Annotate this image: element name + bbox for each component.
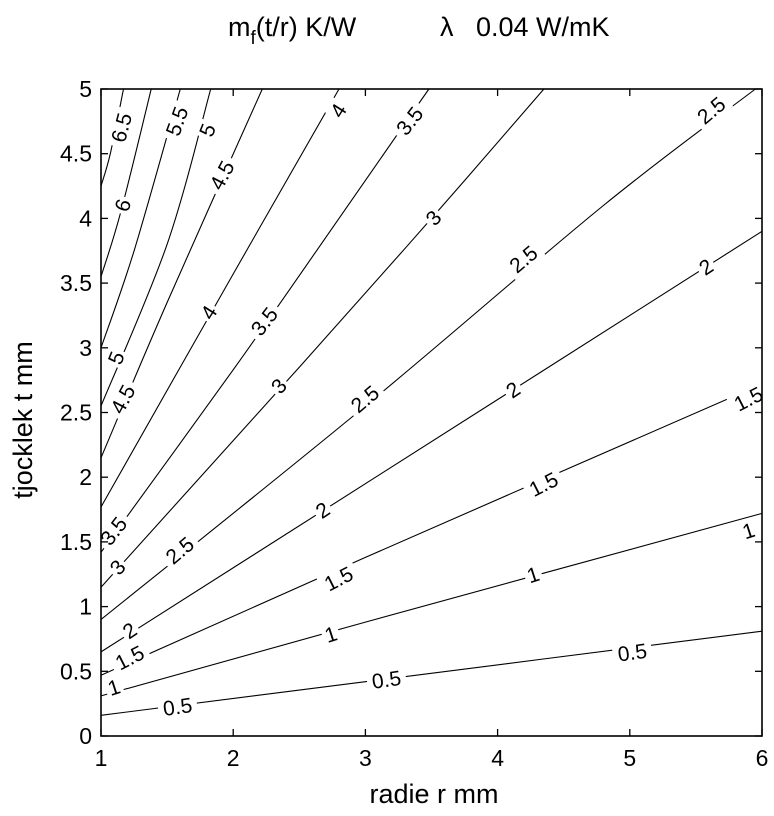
y-tick-label: 4.5 bbox=[60, 141, 92, 167]
y-tick-label: 0.5 bbox=[60, 658, 92, 684]
contour-label-background bbox=[725, 380, 771, 418]
contour-label-background bbox=[193, 118, 221, 143]
contour-label: 0.5 bbox=[616, 640, 648, 667]
contour-label-background bbox=[611, 638, 654, 666]
contour-line bbox=[100, 88, 756, 620]
contour-line-group: 6 bbox=[100, 88, 152, 277]
contour-label-background bbox=[521, 561, 545, 588]
contour-label-background bbox=[159, 98, 194, 144]
contour-label-background bbox=[737, 517, 760, 544]
contour-label: 6.5 bbox=[107, 111, 137, 145]
y-tick-label: 1.5 bbox=[60, 529, 92, 555]
contour-line bbox=[100, 88, 545, 588]
title-subscript: f bbox=[251, 28, 257, 49]
x-tick-label: 6 bbox=[756, 745, 769, 771]
contour-label-background bbox=[194, 299, 223, 326]
contour-line-group: 44 bbox=[100, 88, 352, 508]
contour-line bbox=[100, 383, 763, 676]
contour-label-background bbox=[521, 465, 566, 503]
plot-frame bbox=[100, 88, 763, 737]
contour-line-group: 1.51.51.51.5 bbox=[100, 380, 771, 677]
contour-line bbox=[100, 230, 763, 653]
contour-label-background bbox=[105, 105, 137, 150]
contour-layer: 0.5 0.5 0.511111.51.51.51.522222.52.52.52.… bbox=[92, 88, 771, 721]
y-tick-label: 1 bbox=[79, 594, 92, 620]
contour-line-group: 0.5 0.5 0.5 bbox=[100, 630, 763, 721]
contour-label-background bbox=[319, 621, 343, 648]
tick-layer: 1 2 3 4 5 600.511.522.533.544.55 bbox=[60, 76, 768, 771]
contour-label-background bbox=[264, 372, 293, 400]
contour-label-background bbox=[499, 375, 527, 404]
contour-line-group: 3.53.53.5 bbox=[92, 88, 431, 554]
contour-label-background bbox=[107, 638, 153, 677]
x-tick-label: 4 bbox=[491, 745, 504, 771]
contour-label-background bbox=[103, 553, 132, 581]
y-tick-label: 3.5 bbox=[60, 270, 92, 296]
y-tick-label: 2.5 bbox=[60, 400, 92, 426]
contour-line-group: 2.52.52.52.5 bbox=[100, 88, 756, 620]
contour-label-background bbox=[243, 299, 285, 344]
title-base: m bbox=[228, 12, 251, 42]
contour-label-background bbox=[689, 89, 734, 132]
contour-label-background bbox=[342, 377, 387, 420]
contour-label-background bbox=[102, 345, 130, 370]
y-tick-label: 2 bbox=[79, 464, 92, 490]
contour-label-background bbox=[109, 193, 136, 217]
chart-title: mf(t/r) K/W bbox=[228, 12, 357, 49]
contour-label-background bbox=[116, 616, 143, 645]
x-tick-label: 2 bbox=[227, 745, 240, 771]
y-tick-label: 5 bbox=[79, 76, 92, 102]
contour-label-background bbox=[316, 559, 361, 598]
contour-label-background bbox=[501, 238, 546, 280]
x-tick-label: 3 bbox=[359, 745, 372, 771]
contour-label-background bbox=[103, 376, 142, 422]
contour-label-background bbox=[309, 496, 336, 524]
contour-label-background bbox=[157, 529, 202, 572]
title-lambda-value: 0.04 W/mK bbox=[476, 12, 610, 42]
contour-line bbox=[100, 88, 125, 187]
contour-label-background bbox=[692, 252, 720, 281]
x-tick-label: 5 bbox=[623, 745, 636, 771]
title-lambda-symbol: λ bbox=[440, 12, 454, 42]
contour-label-background bbox=[419, 204, 448, 232]
contour-label-background bbox=[388, 98, 431, 143]
contour-line bbox=[100, 512, 763, 697]
contour-line-group: 4.54.5 bbox=[100, 88, 263, 459]
y-tick-label: 0 bbox=[79, 723, 92, 749]
contour-label: 0.5 bbox=[371, 667, 403, 694]
y-tick-label: 3 bbox=[79, 335, 92, 361]
y-tick-label: 4 bbox=[79, 205, 92, 231]
contour-label-background bbox=[202, 152, 241, 198]
contour-line bbox=[100, 88, 340, 508]
x-axis-title: radie r mm bbox=[369, 779, 498, 809]
contour-label: 0.5 bbox=[162, 694, 194, 721]
contour-label-background bbox=[102, 674, 126, 701]
contour-line-group: 6.5 bbox=[100, 88, 137, 187]
contour-label-background bbox=[365, 665, 408, 694]
contour-line-group: 55 bbox=[100, 88, 221, 407]
title-rest: (t/r) K/W bbox=[256, 12, 357, 42]
x-tick-label: 1 bbox=[95, 745, 108, 771]
contour-label-background bbox=[324, 97, 352, 124]
contour-line bbox=[100, 630, 763, 716]
y-axis-title: tjocklek t mm bbox=[8, 341, 38, 499]
contour-label-background bbox=[156, 692, 199, 721]
